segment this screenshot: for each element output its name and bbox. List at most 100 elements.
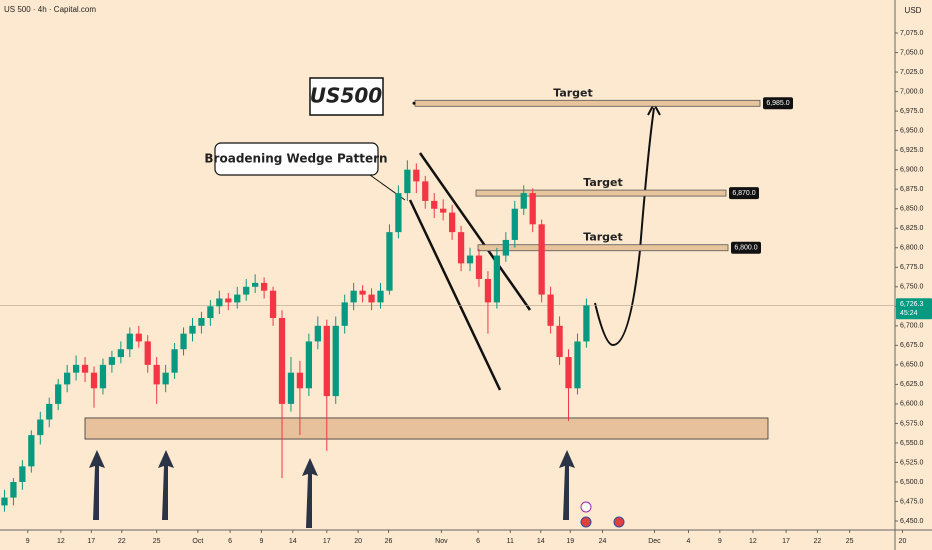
candle-body: [350, 290, 357, 303]
candle-body: [440, 208, 447, 213]
x-tick-label: 11: [507, 538, 514, 545]
candle-body: [72, 364, 80, 373]
x-tick-label: 12: [57, 538, 65, 545]
symbol-header: US 500 · 4h · Capital.com: [4, 5, 96, 14]
candle-body: [171, 349, 178, 373]
target-anchor: [412, 101, 416, 105]
candle-body: [55, 384, 62, 404]
y-tick-label: 6,525.0: [900, 459, 923, 466]
candle-body: [207, 306, 214, 319]
target-price-label: 6,800.0: [734, 245, 757, 252]
candle-body: [64, 372, 71, 385]
candle-body: [395, 193, 402, 233]
x-tick-label: Nov: [435, 538, 448, 545]
y-tick-label: 6,625.0: [900, 381, 923, 388]
candle-body: [574, 341, 581, 389]
candle-body: [565, 357, 572, 389]
y-tick-label: 6,875.0: [900, 186, 923, 193]
candle-body: [475, 255, 483, 279]
candle-body: [529, 193, 536, 225]
candle-body: [90, 372, 98, 389]
candle-body: [431, 200, 438, 209]
candle-body: [19, 466, 26, 482]
x-tick-label: 9: [718, 538, 722, 545]
currency: USD: [905, 6, 922, 15]
countdown: 45:24: [900, 310, 918, 317]
x-tick-label: 25: [846, 538, 854, 545]
candle-body: [135, 333, 142, 342]
target-price-box: [729, 187, 759, 200]
candle-body: [457, 232, 465, 264]
candle-body: [153, 364, 160, 385]
candle-body: [493, 255, 501, 303]
x-tick-label: 17: [87, 538, 95, 545]
x-tick-label: 25: [153, 538, 161, 545]
candle-body: [511, 208, 518, 240]
candle-body: [332, 325, 339, 397]
callout-box: [214, 142, 379, 176]
event-icon[interactable]: [613, 516, 625, 528]
candle-body: [296, 372, 304, 389]
candle-body: [305, 341, 313, 389]
candle-body: [287, 372, 295, 404]
y-tick-label: 6,925.0: [900, 147, 923, 154]
y-tick-label: 6,675.0: [900, 342, 923, 349]
x-tick-label: 20: [899, 538, 907, 545]
candle-body: [37, 419, 44, 436]
candle-body: [225, 298, 232, 303]
event-icon[interactable]: [580, 516, 592, 528]
y-tick-label: 6,575.0: [900, 420, 923, 427]
event-icon[interactable]: [580, 501, 592, 513]
candle-body: [269, 290, 277, 319]
x-tick-label: 17: [782, 538, 790, 545]
y-tick-label: 6,700.0: [900, 323, 923, 330]
candle-body: [243, 286, 250, 295]
target-band: [477, 244, 729, 252]
candle-body: [81, 364, 89, 373]
candle-body: [547, 294, 554, 326]
candle-body: [108, 357, 116, 365]
candle-body: [377, 290, 384, 303]
up-arrow: [89, 450, 105, 520]
target-price-box: [731, 241, 761, 254]
y-tick-label: 6,800.0: [900, 245, 923, 252]
y-tick-label: 7,000.0: [900, 88, 923, 95]
y-tick-label: 7,075.0: [900, 30, 923, 37]
wedge-line: [418, 152, 532, 311]
up-arrow: [559, 450, 575, 520]
candle-body: [466, 255, 474, 264]
candle-body: [198, 318, 205, 326]
candle-body: [144, 341, 151, 365]
candle-body: [422, 181, 429, 201]
candle-body: [278, 318, 286, 404]
x-tick-label: 17: [323, 538, 331, 545]
candle-body: [314, 325, 321, 342]
x-tick-label: Dec: [648, 538, 661, 545]
candle-body: [323, 325, 330, 397]
target-label: Target: [583, 231, 623, 244]
y-tick-label: 6,775.0: [900, 264, 923, 271]
candle-body: [126, 333, 133, 350]
x-tick-label: 22: [118, 538, 126, 545]
target-price-box: [763, 97, 793, 110]
chart-title: US500: [310, 84, 382, 108]
candle-body: [189, 325, 196, 334]
x-tick-label: 26: [385, 538, 393, 545]
target-band: [414, 99, 761, 107]
y-tick-label: 6,850.0: [900, 206, 923, 213]
last-price-label: 6,726.3: [900, 301, 923, 308]
y-tick-label: 6,550.0: [900, 440, 923, 447]
candle-body: [117, 349, 124, 358]
y-tick-label: 6,450.0: [900, 518, 923, 525]
x-tick-label: 9: [26, 538, 30, 545]
candle-body: [538, 224, 545, 295]
y-tick-label: 6,950.0: [900, 127, 923, 134]
candle-body: [341, 302, 348, 326]
candle-body: [368, 294, 375, 303]
candle-body: [583, 305, 590, 342]
candle-body: [404, 169, 411, 194]
target-band: [475, 189, 727, 197]
candle-body: [502, 239, 509, 256]
candle-body: [359, 290, 366, 295]
